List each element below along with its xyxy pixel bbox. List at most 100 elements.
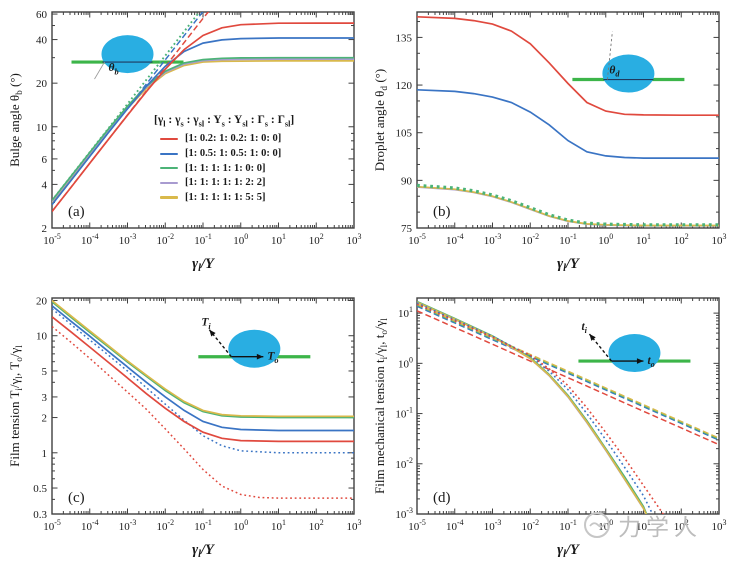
- x-axis-label: γl/Y: [192, 542, 215, 560]
- svg-text:10-4: 10-4: [81, 518, 99, 533]
- svg-text:5: 5: [42, 366, 48, 378]
- svg-text:100: 100: [233, 232, 248, 247]
- svg-text:103: 103: [712, 518, 727, 533]
- svg-text:10-1: 10-1: [194, 232, 212, 247]
- series-yellow-solid: [417, 301, 648, 514]
- series-group: [52, 12, 354, 213]
- panel-b-droplet-angle: θd 10-5 10-4 10-3 10-2 10-1 100 101 102 103 75 90 10…: [371, 2, 727, 278]
- panel-letter: (c): [68, 490, 85, 506]
- svg-text:103: 103: [347, 232, 362, 247]
- svg-text:3: 3: [42, 392, 48, 404]
- axes-ticks: [416, 12, 720, 229]
- legend-label: [1: 1: 1: 1: 1: 0: 0]: [185, 162, 266, 174]
- svg-text:10-3: 10-3: [395, 506, 413, 521]
- svg-text:To: To: [267, 351, 278, 365]
- x-axis-label: γl/Y: [557, 256, 580, 274]
- svg-text:2: 2: [42, 413, 48, 425]
- svg-text:101: 101: [271, 518, 286, 533]
- legend-line-swatch: [160, 152, 178, 155]
- film-mechanical-tension-chart: ti to 10-5 10-4 10-3 10-2 10-1 100 101 102 103 10-3…: [372, 297, 727, 560]
- svg-text:10-5: 10-5: [408, 518, 426, 533]
- svg-text:10-3: 10-3: [484, 518, 502, 533]
- svg-text:10-2: 10-2: [156, 232, 174, 247]
- inset-droplet-illustration: Ti To: [198, 317, 311, 368]
- svg-text:60: 60: [36, 9, 48, 21]
- svg-text:1: 1: [42, 448, 48, 460]
- legend-line-swatch: [160, 167, 178, 170]
- svg-text:10-4: 10-4: [446, 232, 464, 247]
- svg-text:10-1: 10-1: [559, 518, 577, 533]
- legend-item: [1: 0.5: 1: 0.5: 1: 0: 0]: [160, 148, 294, 160]
- svg-text:101: 101: [398, 305, 413, 320]
- svg-text:10-3: 10-3: [119, 232, 137, 247]
- svg-text:Ti: Ti: [201, 317, 211, 331]
- svg-text:6: 6: [42, 154, 48, 166]
- legend-label: [1: 0.5: 1: 0.5: 1: 0: 0]: [185, 147, 282, 159]
- svg-text:100: 100: [398, 355, 413, 370]
- series-group: [417, 300, 719, 514]
- svg-text:10: 10: [36, 122, 48, 134]
- svg-text:40: 40: [36, 35, 48, 47]
- y-axis-label: Film mechanical tension ti/γl, to/γl: [372, 318, 390, 494]
- svg-text:100: 100: [598, 232, 613, 247]
- svg-text:101: 101: [636, 232, 651, 247]
- y-axis-label: Droplet angle θd (°): [372, 69, 390, 171]
- series-blue-dash: [417, 305, 719, 441]
- svg-text:0.3: 0.3: [33, 509, 47, 521]
- series-green-solid: [52, 301, 354, 419]
- legend-line-swatch: [160, 196, 178, 199]
- legend-line-swatch: [160, 181, 178, 185]
- legend-label: [1: 1: 1: 1: 1: 5: 5]: [185, 191, 266, 203]
- panel-letter: (a): [68, 204, 85, 220]
- series-blue-dot: [417, 302, 654, 514]
- svg-text:20: 20: [36, 78, 48, 90]
- series-red-solid: [52, 316, 354, 443]
- svg-text:20: 20: [36, 295, 48, 307]
- series-group: [417, 15, 719, 227]
- legend-item: [1: 1: 1: 1: 1: 2: 2]: [160, 177, 294, 189]
- series-purple-solid: [417, 301, 647, 514]
- svg-text:θd: θd: [609, 65, 620, 79]
- svg-text:ti: ti: [581, 321, 587, 335]
- inset-droplet-illustration: ti to: [578, 321, 691, 373]
- svg-text:10: 10: [36, 331, 48, 343]
- series-green-dash: [417, 304, 719, 440]
- series-blue-solid: [52, 305, 354, 432]
- series-red-dot: [52, 325, 354, 499]
- series-purple-solid: [417, 186, 719, 227]
- legend-item: [1: 1: 1: 1: 1: 0: 0]: [160, 163, 294, 175]
- svg-text:θb: θb: [109, 62, 119, 76]
- svg-text:10-4: 10-4: [81, 232, 99, 247]
- series-red-solid: [52, 22, 354, 213]
- x-axis-label: γl/Y: [192, 256, 215, 274]
- legend-label: [1: 0.2: 1: 0.2: 1: 0: 0]: [185, 133, 282, 145]
- legend-item: [1: 1: 1: 1: 1: 5: 5]: [160, 192, 294, 204]
- legend-label: [1: 1: 1: 1: 1: 2: 2]: [185, 177, 266, 189]
- inset-droplet-illustration: θb: [71, 35, 184, 80]
- svg-text:102: 102: [674, 518, 689, 533]
- series-yellow-solid: [52, 299, 354, 418]
- svg-text:103: 103: [347, 518, 362, 533]
- series-group: [52, 299, 354, 499]
- chart-legend: [γl : γs : γsl : Ys : Ysl : Γs : Γsl] [1:…: [154, 114, 294, 206]
- svg-text:10-2: 10-2: [156, 518, 174, 533]
- svg-text:10-1: 10-1: [395, 406, 413, 421]
- svg-text:10-2: 10-2: [395, 456, 413, 471]
- svg-text:2: 2: [42, 223, 48, 235]
- y-axis-label: Film tension Ti/γl, To/γl: [7, 345, 25, 467]
- series-green-solid: [52, 56, 354, 201]
- svg-text:102: 102: [309, 232, 324, 247]
- series-yellow-solid: [417, 185, 719, 227]
- svg-text:4: 4: [42, 179, 48, 191]
- svg-text:101: 101: [271, 232, 286, 247]
- series-green-marker: [417, 183, 719, 227]
- axes-ticks: [51, 298, 355, 515]
- inset-droplet-illustration: θd: [572, 31, 685, 93]
- panel-letter: (b): [433, 204, 451, 220]
- svg-text:135: 135: [396, 32, 413, 44]
- svg-text:100: 100: [598, 518, 613, 533]
- series-red-solid: [417, 15, 719, 117]
- series-green-solid: [417, 300, 648, 514]
